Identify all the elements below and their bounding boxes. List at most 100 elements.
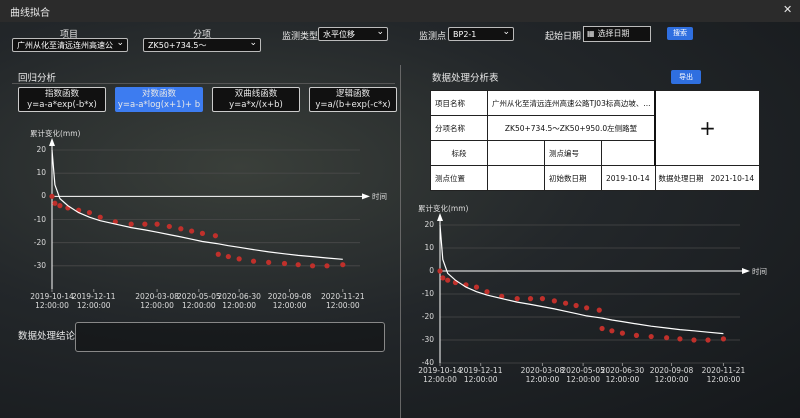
cell: 分项名称 xyxy=(430,115,488,141)
y-tick-label: 10 xyxy=(36,168,46,178)
y-tick-label: -40 xyxy=(421,358,434,367)
x-tick-label: 2020-05-05 12:00:00 xyxy=(177,292,221,310)
function-name: 指数函数 xyxy=(44,89,79,99)
function-name: 双曲线函数 xyxy=(234,89,278,99)
data-point xyxy=(97,214,103,220)
search-button[interactable]: 搜索 xyxy=(667,27,693,40)
filter-label: 监测点 xyxy=(419,32,447,42)
y-tick-label: -30 xyxy=(421,335,434,344)
data-point xyxy=(236,256,242,262)
cell: 测点位置 xyxy=(430,165,488,191)
data-point xyxy=(199,230,206,236)
data-point xyxy=(225,253,231,260)
x-tick-label: 2019-12-11 12:00:00 xyxy=(458,366,503,384)
filter-label: 分项 xyxy=(193,30,212,40)
add-cell[interactable]: + xyxy=(654,90,760,166)
cell: 标段 xyxy=(430,140,488,166)
analysis-table: 项目名称 广州从化至清远连州高速公路TJ03标高边坡、... + 分项名称 ZK… xyxy=(430,90,760,191)
function-formula: y=a-a*log(x+1)+ b xyxy=(117,100,201,110)
y-tick-label: 0 xyxy=(429,266,434,275)
fit-line xyxy=(51,149,343,260)
cell: 广州从化至清远连州高速公路TJ03标高边坡、... xyxy=(487,90,656,116)
data-point xyxy=(445,277,451,283)
y-tick-label: 20 xyxy=(36,145,46,154)
date-placeholder: 选择日期 xyxy=(597,29,630,38)
data-point xyxy=(440,275,446,281)
function-name: 对数函数 xyxy=(141,89,176,99)
cell: ZK50+734.5～ZK50+950.0左侧路堑 xyxy=(487,115,656,141)
data-point xyxy=(648,333,654,340)
data-point xyxy=(499,293,505,299)
point-select[interactable]: BP2-1 xyxy=(448,27,514,41)
y-axis-title: 累计变化(mm) xyxy=(30,129,81,138)
cell: 2019-10-14 xyxy=(601,165,656,191)
y-tick-label: -10 xyxy=(421,289,434,298)
data-point xyxy=(677,336,683,342)
item-select[interactable]: ZK50+734.5～ZK50+950.0 xyxy=(143,38,261,52)
y-tick-label: 0 xyxy=(41,191,46,201)
x-tick-label: 2019-10-14 12:00:00 xyxy=(30,292,74,310)
data-point xyxy=(596,307,602,313)
y-tick-label: 20 xyxy=(424,220,434,229)
data-point xyxy=(551,298,557,304)
data-point xyxy=(128,221,134,227)
data-point xyxy=(340,262,346,268)
divider xyxy=(400,65,401,418)
data-point xyxy=(189,228,195,234)
function-button[interactable]: 双曲线函数 y=a*x/(x+b) xyxy=(212,87,300,112)
conclusion-input[interactable] xyxy=(75,322,385,352)
data-point xyxy=(599,325,605,332)
x-tick-label: 2020-06-30 12:00:00 xyxy=(217,292,261,310)
filter-label: 起始日期 xyxy=(545,32,582,42)
y-axis-arrow xyxy=(437,213,443,221)
data-point xyxy=(86,209,93,216)
data-point xyxy=(295,262,301,268)
function-button[interactable]: 对数函数 y=a-a*log(x+1)+ b xyxy=(115,87,203,112)
y-tick-label: -20 xyxy=(421,312,434,321)
data-point xyxy=(619,330,626,336)
y-tick-label: 10 xyxy=(424,243,434,252)
close-button[interactable]: ✕ xyxy=(783,3,793,16)
x-axis-title: 时间 xyxy=(372,192,387,202)
data-point xyxy=(142,221,148,227)
y-tick-label: -20 xyxy=(33,237,46,247)
data-point xyxy=(705,337,711,343)
export-button[interactable]: 导出 xyxy=(671,70,701,84)
function-button[interactable]: 指数函数 y=a-a*exp(-b*x) xyxy=(18,87,106,112)
data-point xyxy=(324,263,330,269)
data-point xyxy=(664,335,670,341)
x-axis-arrow xyxy=(362,193,370,200)
date-input[interactable]: ▦ 选择日期 xyxy=(583,26,651,42)
section-title: 回归分析 xyxy=(18,73,57,84)
data-point xyxy=(112,219,118,225)
cell-label: 数据处理日期 xyxy=(658,173,704,183)
y-axis-arrow xyxy=(49,138,55,146)
data-point xyxy=(309,263,316,269)
cell: 初始数日期 xyxy=(544,165,602,191)
data-point xyxy=(633,332,640,338)
data-point xyxy=(527,296,534,302)
y-axis-title: 累计变化(mm) xyxy=(418,204,469,213)
data-point xyxy=(609,328,615,334)
x-tick-label: 2019-12-11 12:00:00 xyxy=(71,292,116,310)
x-tick-label: 2019-10-14 12:00:00 xyxy=(418,366,462,384)
project-select[interactable]: 广州从化至清远连州高速公路 xyxy=(12,38,128,52)
x-tick-label: 2020-03-08 12:00:00 xyxy=(135,292,179,310)
data-point xyxy=(281,260,288,267)
data-point xyxy=(166,223,172,230)
x-tick-label: 2020-03-08 12:00:00 xyxy=(520,366,565,384)
x-tick-label: 2020-09-08 12:00:00 xyxy=(267,292,312,310)
function-button[interactable]: 逻辑函数 y=a/(b+exp(-c*x) xyxy=(309,87,397,112)
data-point xyxy=(178,226,184,232)
conclusion-label: 数据处理结论 xyxy=(18,331,76,342)
type-select[interactable]: 水平位移 xyxy=(318,27,388,41)
x-tick-label: 2020-11-21 12:00:00 xyxy=(321,292,365,310)
data-point xyxy=(539,296,546,302)
data-point xyxy=(49,193,55,199)
section-title: 数据处理分析表 xyxy=(432,73,499,84)
divider xyxy=(12,83,395,84)
data-point xyxy=(57,203,63,209)
data-point xyxy=(473,284,480,290)
